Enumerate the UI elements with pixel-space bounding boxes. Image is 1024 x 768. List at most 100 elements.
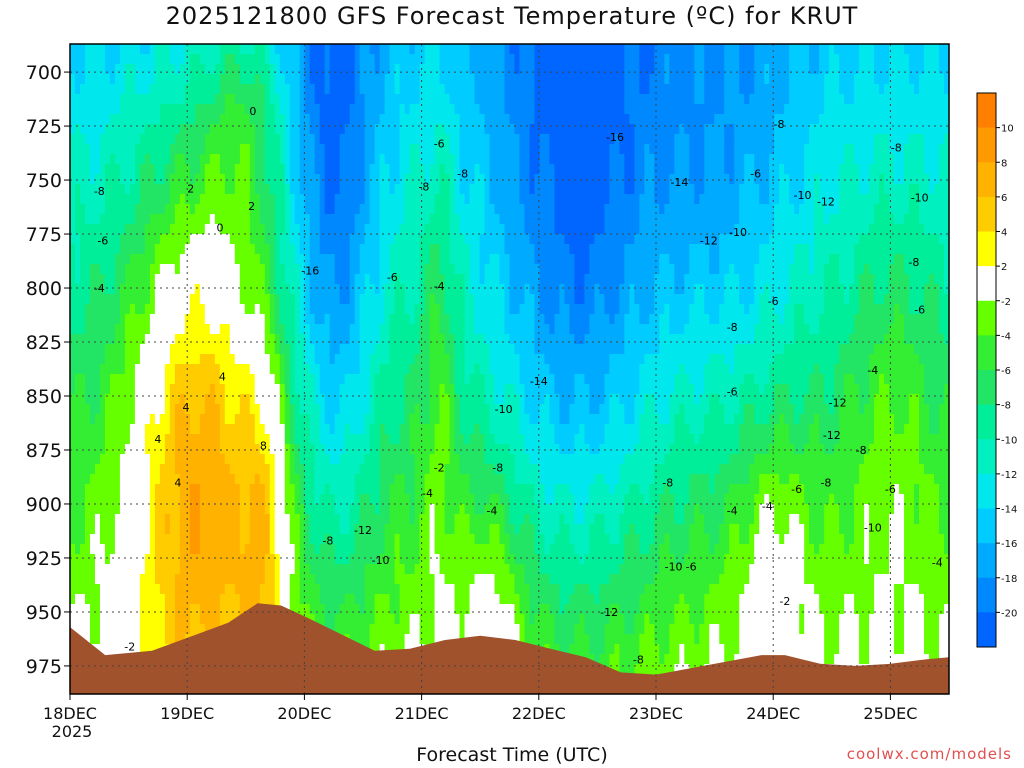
colorbar-label: -18 (1001, 574, 1017, 585)
contour-label: -6 (885, 483, 896, 496)
contour-label: 8 (260, 440, 267, 453)
contour-label: -4 (94, 282, 105, 295)
gridlines (70, 44, 949, 694)
x-tick-label: 24DEC (746, 704, 800, 723)
x-tick-label: 23DEC (629, 704, 683, 723)
contour-label: -12 (600, 606, 618, 619)
contour-label: 4 (183, 401, 190, 414)
x-tick-label: 22DEC (512, 704, 566, 723)
y-tick-label: 725 (26, 116, 62, 138)
colorbar-label: 10 (1001, 124, 1014, 135)
y-tick-label: 775 (26, 224, 62, 246)
x-tick-label: 20DEC (277, 704, 331, 723)
contour-label: -6 (914, 304, 925, 317)
colorbar-swatch (977, 577, 996, 613)
contour-label: -8 (492, 461, 503, 474)
colorbar-swatch (977, 162, 996, 198)
contour-label: 2 (187, 183, 194, 196)
colorbar-label: -4 (1001, 331, 1011, 342)
colorbar-swatch (977, 266, 996, 302)
colorbar-swatch (977, 93, 996, 128)
colorbar-swatch (977, 370, 996, 405)
x-tick-sublabel: 2025 (52, 722, 93, 741)
y-axis: 700 725 750 775 800 825 850 875 900 925 950 975 (26, 62, 70, 678)
y-tick-label: 925 (26, 548, 62, 570)
contour-label: -10 (864, 522, 882, 535)
contour-label: -6 (686, 561, 697, 574)
contour-label: -6 (750, 168, 761, 181)
y-tick-label: 875 (26, 440, 62, 462)
contour-label: -8 (662, 476, 673, 489)
colorbar-swatch (977, 335, 996, 371)
x-tick-label: 19DEC (160, 704, 214, 723)
colorbar-label: 6 (1001, 193, 1007, 204)
y-tick-label: 750 (26, 170, 62, 192)
y-tick-label: 900 (26, 494, 62, 516)
x-tick-label: 25DEC (863, 704, 917, 723)
contour-label: -6 (768, 295, 779, 308)
contour-label: -2 (434, 461, 445, 474)
colorbar-swatch (977, 127, 996, 163)
contour-label: -12 (817, 196, 835, 209)
contour-label: -8 (774, 118, 785, 131)
contour-label: 4 (154, 433, 161, 446)
colorbar-label: -12 (1001, 470, 1017, 481)
contour-label: -6 (97, 235, 108, 248)
colorbar-label: -6 (1001, 366, 1011, 377)
contour-label: -10 (372, 554, 390, 567)
contour-label: -8 (891, 142, 902, 155)
contour-label: 4 (219, 371, 226, 384)
colorbar-label: -8 (1001, 401, 1011, 412)
colorbar-swatch (977, 300, 996, 336)
colorbar-label: 8 (1001, 158, 1007, 169)
contour-label: -12 (700, 235, 718, 248)
terrain (70, 603, 949, 694)
contour-label: -12 (823, 429, 841, 442)
colorbar-swatch (977, 508, 996, 544)
colorbar-swatch (977, 231, 996, 267)
colorbar-label: -2 (1001, 297, 1011, 308)
colorbar-label: 4 (1001, 228, 1007, 239)
colorbar-swatch (977, 404, 996, 440)
y-tick-label: 975 (26, 656, 62, 678)
y-tick-label: 800 (26, 278, 62, 300)
y-tick-label: 850 (26, 386, 62, 408)
x-tick-label: 21DEC (395, 704, 449, 723)
contour-label: -10 (911, 191, 929, 204)
x-axis-title: Forecast Time (UTC) (416, 744, 608, 766)
contour-label: -4 (932, 556, 943, 569)
contour-label: -4 (867, 364, 878, 377)
contour-label: 0 (217, 222, 224, 235)
y-tick-label: 950 (26, 602, 62, 624)
colorbar-swatch (977, 196, 996, 232)
contour-label: -4 (434, 280, 445, 293)
chart-title: 2025121800 GFS Forecast Temperature (ºC)… (165, 2, 859, 30)
colorbar-label: 2 (1001, 262, 1007, 273)
contour-label: -16 (606, 131, 624, 144)
plot-frame (69, 43, 950, 695)
colorbar-swatch (977, 612, 996, 648)
contour-label: -10 (794, 189, 812, 202)
credit-link[interactable]: coolwx.com/models (846, 745, 1012, 763)
x-tick-label: 18DEC (43, 704, 97, 723)
contour-label: -14 (670, 176, 688, 189)
contour-label: -16 (301, 265, 319, 278)
contour-label: -14 (530, 375, 548, 388)
contour-label: -6 (434, 137, 445, 150)
contour-label: -6 (387, 271, 398, 284)
contour-label: -12 (354, 524, 372, 537)
colorbar-swatch (977, 473, 996, 509)
contour-label: -2 (124, 640, 135, 653)
colorbar-label: -10 (1001, 435, 1017, 446)
contour-label: -2 (779, 595, 790, 608)
contour-label: -8 (727, 321, 738, 334)
contour-label: -6 (727, 386, 738, 399)
contour-label: -8 (820, 476, 831, 489)
contour-label: -10 (665, 561, 683, 574)
contour-label: -8 (457, 168, 468, 181)
contour-label: 4 (174, 476, 181, 489)
contour-label: -6 (791, 483, 802, 496)
colorbar-label: -14 (1001, 505, 1017, 516)
